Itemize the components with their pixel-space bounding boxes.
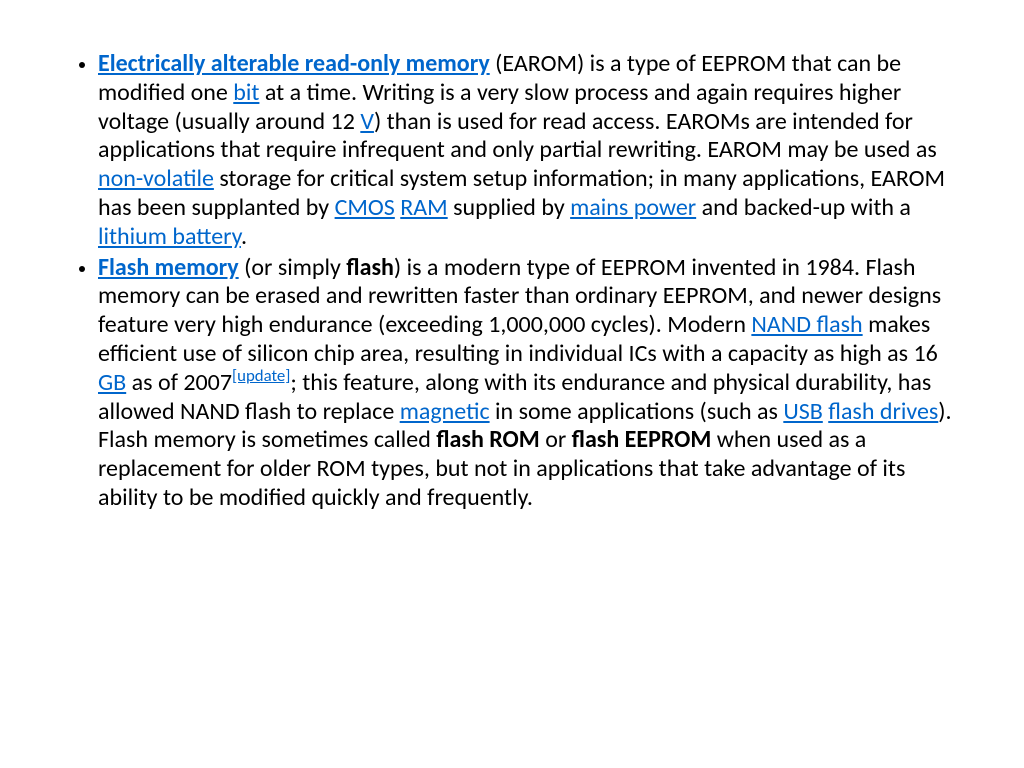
magnetic-link[interactable]: magnetic	[400, 397, 490, 426]
mains-power-link[interactable]: mains power	[570, 193, 696, 222]
flash-memory-link[interactable]: Flash memory	[98, 253, 239, 282]
list-item: Electrically alterable read-only memory …	[98, 50, 964, 252]
nand-flash-link[interactable]: NAND flash	[751, 310, 862, 339]
body-text: supplied by	[448, 193, 570, 222]
bit-link[interactable]: bit	[233, 78, 259, 107]
flash-bold: flash	[346, 253, 394, 282]
update-superscript: [update]	[232, 365, 290, 386]
body-text: and backed-up with a	[696, 193, 911, 222]
flash-drives-link[interactable]: flash drives	[828, 397, 938, 426]
body-text: or	[540, 425, 572, 454]
body-text: as of 2007	[126, 368, 232, 397]
document-page: Electrically alterable read-only memory …	[0, 0, 1024, 565]
nonvolatile-link[interactable]: non-volatile	[98, 164, 214, 193]
flash-rom-bold: flash ROM	[436, 425, 540, 454]
flash-eeprom-bold: flash EEPROM	[572, 425, 712, 454]
ram-link[interactable]: RAM	[400, 193, 447, 222]
body-text: in some applications (such as	[490, 397, 784, 426]
list-item: Flash memory (or simply flash) is a mode…	[98, 254, 964, 513]
update-link[interactable]: [update]	[232, 365, 290, 386]
gb-link[interactable]: GB	[98, 368, 126, 397]
body-text: (or simply	[239, 253, 347, 282]
cmos-link[interactable]: CMOS	[335, 193, 395, 222]
usb-link[interactable]: USB	[783, 397, 822, 426]
earom-link[interactable]: Electrically alterable read-only memory	[98, 49, 490, 78]
volt-link[interactable]: V	[360, 107, 374, 136]
bullet-list: Electrically alterable read-only memory …	[60, 50, 964, 513]
lithium-battery-link[interactable]: lithium battery	[98, 222, 241, 251]
body-text: .	[241, 222, 247, 251]
